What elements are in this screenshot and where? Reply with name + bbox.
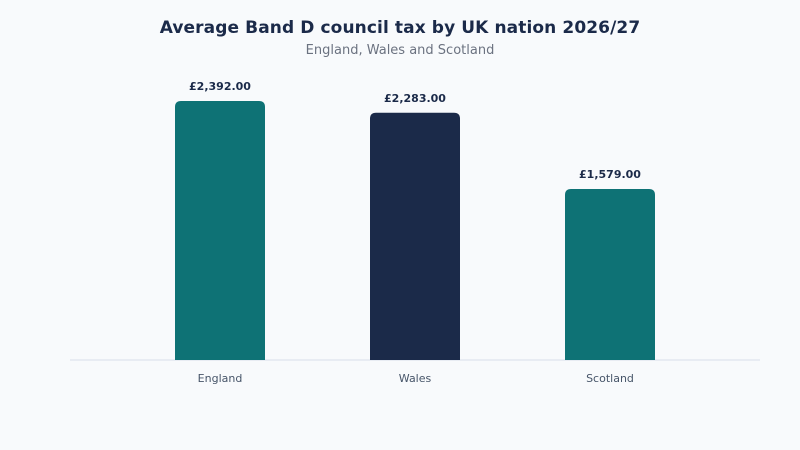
value-labels-group: £2,392.00 £2,283.00 £1,579.00 [189, 80, 641, 181]
bar-scotland [565, 189, 655, 360]
bar-england [175, 101, 265, 360]
bar-wales [370, 112, 460, 361]
value-label-wales: £2,283.00 [384, 92, 446, 105]
x-tick-label-england: England [198, 372, 243, 385]
bars-group [175, 101, 655, 361]
chart-title: Average Band D council tax by UK nation … [159, 18, 641, 38]
value-label-scotland: £1,579.00 [579, 168, 641, 181]
x-tick-label-wales: Wales [399, 372, 432, 385]
x-tick-label-scotland: Scotland [586, 372, 634, 385]
value-label-england: £2,392.00 [189, 80, 251, 93]
x-tick-labels-group: England Wales Scotland [198, 372, 634, 385]
chart-subtitle: England, Wales and Scotland [305, 43, 495, 58]
